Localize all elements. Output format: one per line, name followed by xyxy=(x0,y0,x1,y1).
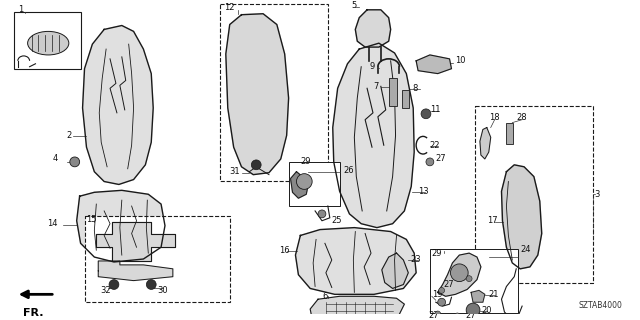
Text: 27: 27 xyxy=(428,311,438,320)
Text: 2: 2 xyxy=(67,131,72,140)
Polygon shape xyxy=(416,55,451,74)
Text: 30: 30 xyxy=(157,286,168,295)
Polygon shape xyxy=(310,296,404,320)
Polygon shape xyxy=(296,228,416,294)
Text: FR.: FR. xyxy=(23,308,44,318)
Text: 3: 3 xyxy=(595,190,600,199)
Bar xyxy=(430,249,518,313)
Text: SZTAB4000: SZTAB4000 xyxy=(579,301,622,310)
Text: 24: 24 xyxy=(520,245,531,254)
Text: 13: 13 xyxy=(418,187,429,196)
Bar xyxy=(506,123,513,144)
Text: 12: 12 xyxy=(224,3,234,12)
Text: 4: 4 xyxy=(52,155,58,164)
Polygon shape xyxy=(99,261,173,281)
Text: 31: 31 xyxy=(230,167,241,176)
Text: 10: 10 xyxy=(456,56,466,65)
Polygon shape xyxy=(83,26,153,184)
Text: 9: 9 xyxy=(369,62,374,71)
Bar xyxy=(475,106,593,283)
Polygon shape xyxy=(96,222,175,261)
Polygon shape xyxy=(471,291,485,302)
Circle shape xyxy=(438,298,445,306)
Circle shape xyxy=(435,311,441,317)
Polygon shape xyxy=(333,43,414,228)
Text: 11: 11 xyxy=(430,105,440,114)
Circle shape xyxy=(70,157,79,167)
Circle shape xyxy=(318,210,326,218)
Circle shape xyxy=(466,276,472,282)
Bar xyxy=(403,90,410,108)
Polygon shape xyxy=(226,14,289,175)
Polygon shape xyxy=(291,172,308,198)
Circle shape xyxy=(454,313,460,319)
Circle shape xyxy=(451,264,468,282)
Bar xyxy=(84,216,230,302)
Polygon shape xyxy=(355,10,390,47)
Text: 5: 5 xyxy=(351,1,356,10)
Circle shape xyxy=(438,287,445,293)
Bar xyxy=(220,4,328,180)
Text: 19: 19 xyxy=(432,290,442,299)
Polygon shape xyxy=(502,165,541,269)
Circle shape xyxy=(109,280,119,289)
Text: 27: 27 xyxy=(465,311,476,320)
Circle shape xyxy=(147,280,156,289)
Text: 23: 23 xyxy=(410,254,421,263)
Text: 28: 28 xyxy=(516,113,527,122)
Polygon shape xyxy=(480,128,491,159)
Circle shape xyxy=(296,174,312,189)
Text: 21: 21 xyxy=(489,290,499,299)
Polygon shape xyxy=(382,253,408,288)
Text: 6: 6 xyxy=(322,292,327,301)
Text: 25: 25 xyxy=(332,216,342,225)
Bar xyxy=(14,12,81,69)
Text: 22: 22 xyxy=(430,141,440,150)
Text: 8: 8 xyxy=(412,84,418,93)
Text: 29: 29 xyxy=(432,249,442,258)
Text: 17: 17 xyxy=(487,216,497,225)
Polygon shape xyxy=(77,190,165,262)
Text: 29: 29 xyxy=(300,157,311,166)
Bar xyxy=(388,78,397,106)
Circle shape xyxy=(252,160,261,170)
Circle shape xyxy=(426,158,434,166)
Text: 16: 16 xyxy=(279,246,289,255)
Circle shape xyxy=(466,303,480,317)
Text: 7: 7 xyxy=(373,82,378,91)
Text: 27: 27 xyxy=(444,280,454,289)
Bar xyxy=(289,162,340,206)
Ellipse shape xyxy=(28,31,69,55)
Text: 1: 1 xyxy=(18,5,23,14)
Text: 20: 20 xyxy=(481,306,492,315)
Text: 32: 32 xyxy=(100,286,111,295)
Polygon shape xyxy=(438,253,481,296)
Text: 26: 26 xyxy=(344,166,354,175)
Text: 15: 15 xyxy=(86,215,97,224)
Circle shape xyxy=(421,109,431,119)
Text: 27: 27 xyxy=(436,155,446,164)
Text: 18: 18 xyxy=(489,113,499,122)
Text: 14: 14 xyxy=(47,219,58,228)
